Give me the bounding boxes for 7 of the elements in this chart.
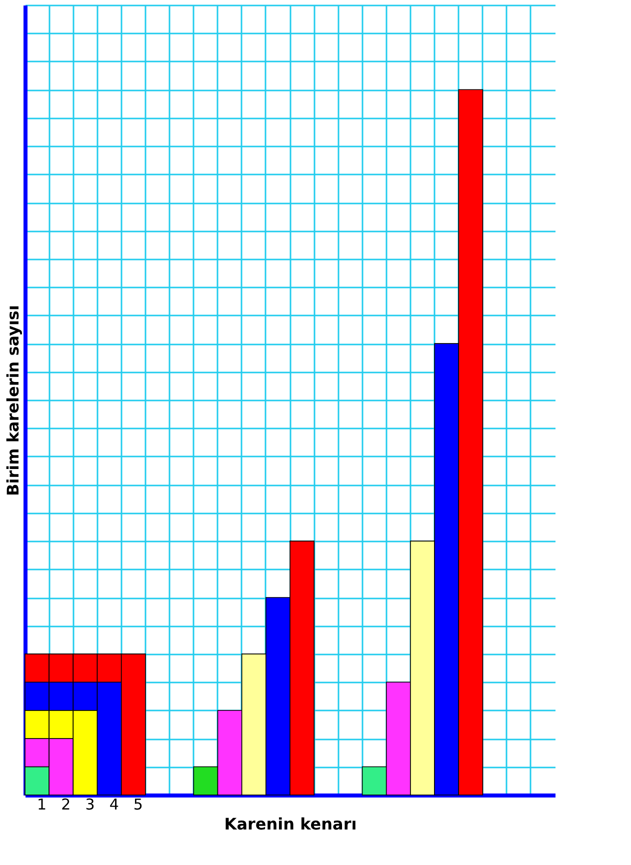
x-tick-label: 2 xyxy=(61,796,71,814)
x-tick-label: 3 xyxy=(85,796,95,814)
x-tick-label: 5 xyxy=(133,796,143,814)
x-axis-title: Karenin kenarı xyxy=(224,814,357,834)
y-axis-title: Birim karelerin sayısı xyxy=(4,305,22,496)
x-tick-label: 4 xyxy=(109,796,119,814)
x-tick-label: 1 xyxy=(37,796,47,814)
